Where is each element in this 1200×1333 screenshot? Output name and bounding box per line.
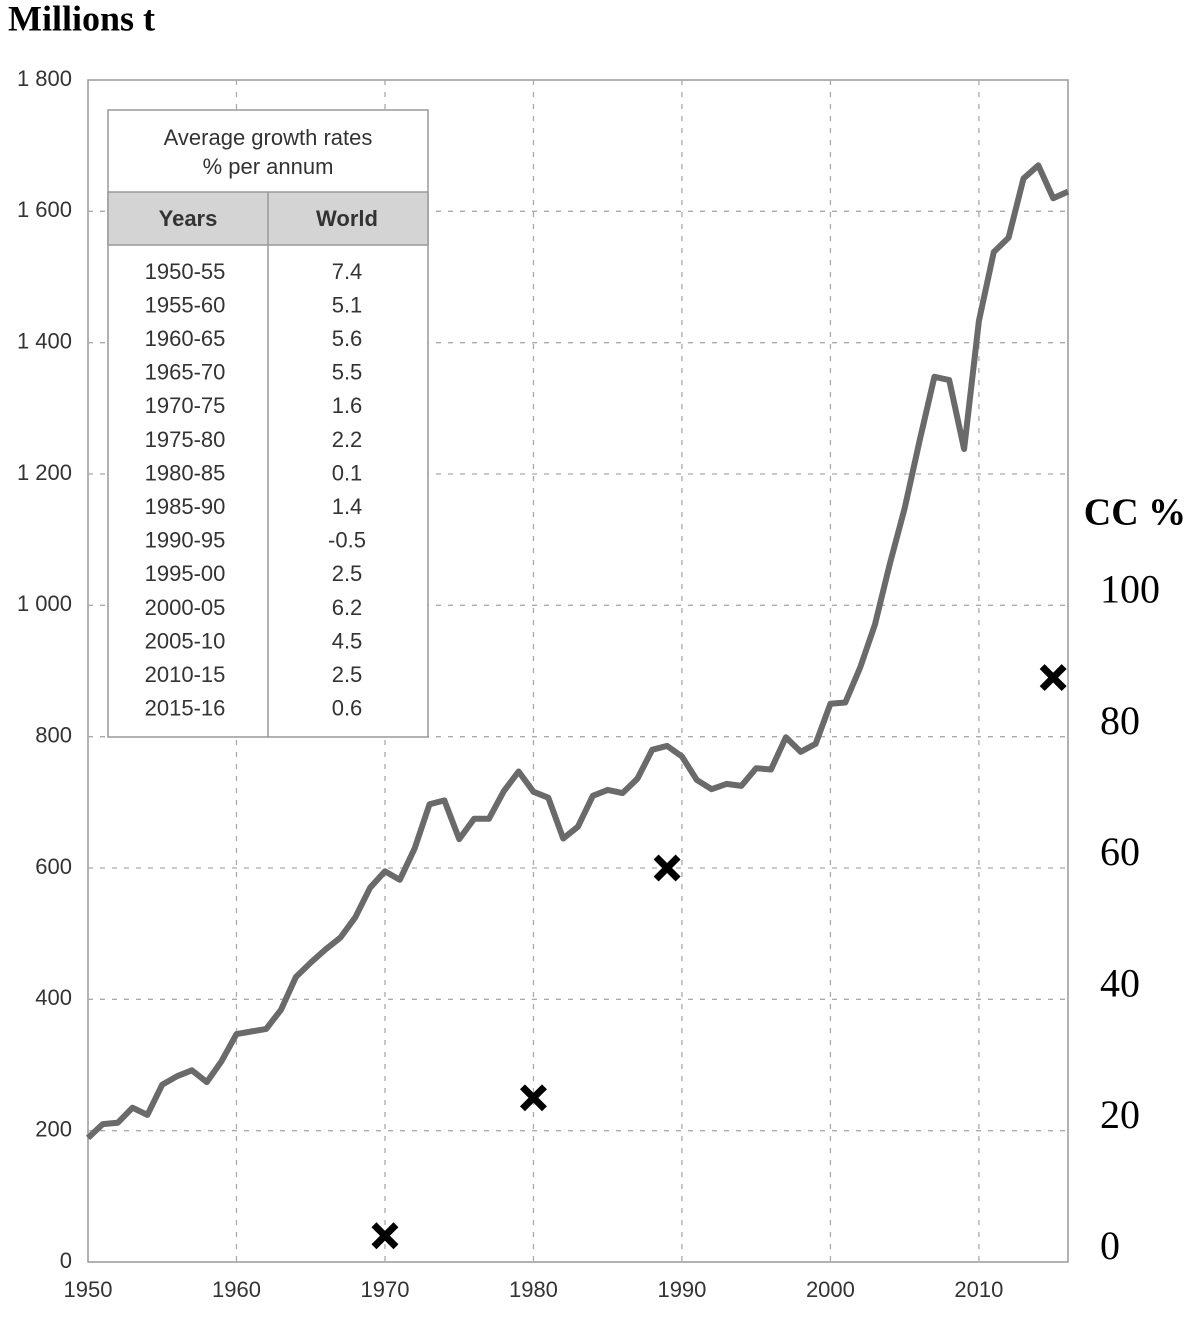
line	[85, 162, 1070, 1141]
x-marker	[371, 1222, 399, 1250]
y-tick-label: 1 600	[17, 197, 72, 222]
table-cell: -0.5	[328, 528, 366, 553]
x-tick-label: 2000	[806, 1277, 855, 1302]
x-marker	[1039, 664, 1067, 692]
y-tick-label: 1 000	[17, 591, 72, 616]
y2-tick-label: 20	[1100, 1092, 1140, 1137]
y2-tick-label: 100	[1100, 567, 1160, 612]
table-cell: 5.1	[332, 292, 363, 317]
y2-axis-label: CC %	[1084, 492, 1186, 534]
x-tick-label: 1970	[360, 1277, 409, 1302]
table-title: Average growth rates	[164, 125, 373, 150]
x-marker	[653, 854, 681, 882]
x-tick-label: 1980	[509, 1277, 558, 1302]
table-cell: 0.1	[332, 460, 363, 485]
table-cell: 2.5	[332, 561, 363, 586]
y-tick-label: 1 200	[17, 460, 72, 485]
table-cell: 1990-95	[145, 528, 226, 553]
table-cell: 5.6	[332, 326, 363, 351]
y-tick-label: 0	[60, 1248, 72, 1273]
table-cell: 2015-16	[145, 696, 226, 721]
y2-tick-label: 80	[1100, 698, 1140, 743]
y-tick-label: 1 400	[17, 328, 72, 353]
x-marker	[519, 1084, 547, 1112]
table-cell: 1955-60	[145, 292, 226, 317]
table-cell: 1995-00	[145, 561, 226, 586]
table-cell: 5.5	[332, 360, 363, 385]
x-tick-label: 2010	[954, 1277, 1003, 1302]
table-header: World	[316, 206, 378, 231]
table-cell: 2010-15	[145, 662, 226, 687]
x-tick-label: 1950	[64, 1277, 113, 1302]
y-tick-label: 200	[35, 1116, 72, 1141]
table-cell: 1965-70	[145, 360, 226, 385]
table-title: % per annum	[203, 154, 334, 179]
table-cell: 2005-10	[145, 628, 226, 653]
x-tick-label: 1990	[657, 1277, 706, 1302]
y2-tick-label: 60	[1100, 829, 1140, 874]
table-cell: 1980-85	[145, 460, 226, 485]
table-cell: 7.4	[332, 259, 363, 284]
table-cell: 2000-05	[145, 595, 226, 620]
y-tick-label: 600	[35, 854, 72, 879]
y-tick-label: 800	[35, 722, 72, 747]
table-cell: 1985-90	[145, 494, 226, 519]
table-cell: 1950-55	[145, 259, 226, 284]
table-cell: 6.2	[332, 595, 363, 620]
x-tick-label: 1960	[212, 1277, 261, 1302]
table-cell: 2.5	[332, 662, 363, 687]
y-axis-label: Millions t	[8, 0, 155, 38]
plot-frame	[87, 79, 1069, 1263]
y-tick-label: 400	[35, 985, 72, 1010]
table-header: Years	[159, 206, 218, 231]
y2-tick-label: 0	[1100, 1223, 1120, 1268]
table-cell: 0.6	[332, 696, 363, 721]
table-cell: 1975-80	[145, 427, 226, 452]
table-cell: 1.6	[332, 393, 363, 418]
table-cell: 1.4	[332, 494, 363, 519]
table-cell: 1960-65	[145, 326, 226, 351]
table-cell: 4.5	[332, 628, 363, 653]
y2-tick-label: 40	[1100, 961, 1140, 1006]
table-cell: 1970-75	[145, 393, 226, 418]
y-tick-label: 1 800	[17, 66, 72, 91]
table-cell: 2.2	[332, 427, 363, 452]
